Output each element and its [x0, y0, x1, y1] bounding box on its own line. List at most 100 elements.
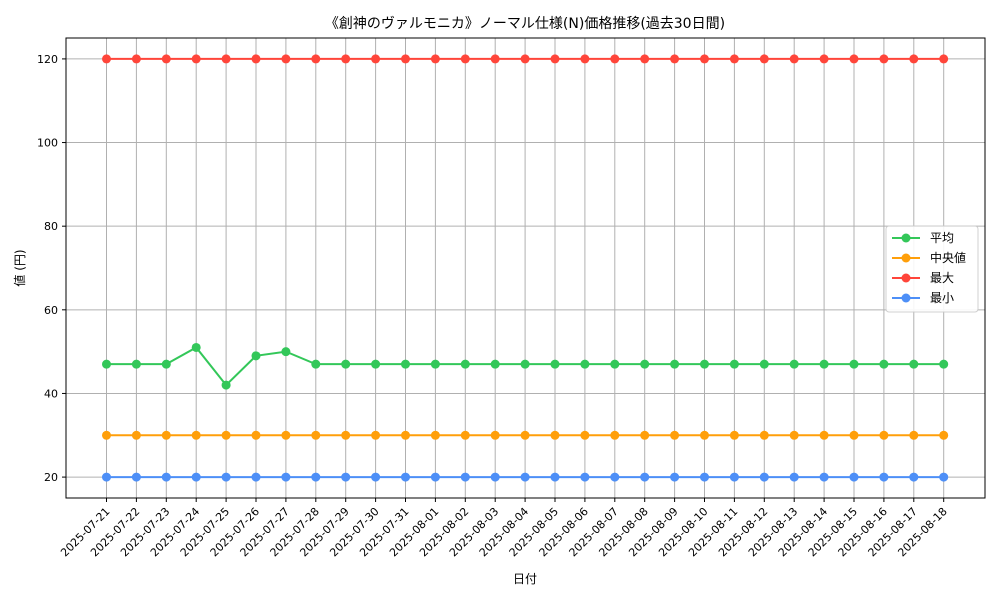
data-point — [580, 472, 590, 482]
data-point — [490, 430, 500, 440]
data-point — [281, 430, 291, 440]
data-point — [849, 472, 859, 482]
data-point — [879, 54, 889, 64]
data-point — [909, 430, 919, 440]
data-point — [161, 430, 171, 440]
data-point — [939, 430, 949, 440]
data-point — [789, 472, 799, 482]
data-point — [490, 472, 500, 482]
data-point — [102, 430, 111, 440]
data-point — [341, 359, 351, 369]
data-point — [610, 430, 620, 440]
y-tick-label: 40 — [44, 387, 58, 400]
data-point — [161, 54, 171, 64]
data-point — [520, 472, 530, 482]
legend-label: 平均 — [930, 231, 954, 245]
data-point — [191, 472, 201, 482]
data-point — [251, 54, 261, 64]
data-point — [789, 430, 799, 440]
data-point — [161, 472, 171, 482]
data-point — [670, 472, 680, 482]
data-point — [640, 430, 650, 440]
data-point — [430, 359, 440, 369]
data-point — [729, 54, 739, 64]
data-point — [610, 359, 620, 369]
data-point — [311, 472, 321, 482]
data-point — [819, 430, 829, 440]
data-point — [729, 472, 739, 482]
data-point — [849, 54, 859, 64]
data-point — [490, 359, 500, 369]
data-point — [161, 359, 171, 369]
data-point — [401, 472, 410, 482]
data-point — [520, 359, 530, 369]
data-point — [819, 359, 829, 369]
data-point — [610, 54, 620, 64]
data-point — [221, 54, 231, 64]
chart-title: 《創神のヴァルモニカ》ノーマル仕様(N)価格推移(過去30日間) — [325, 15, 725, 32]
data-point — [789, 54, 799, 64]
data-point — [281, 54, 291, 64]
data-point — [640, 54, 650, 64]
data-point — [341, 472, 351, 482]
data-point — [759, 472, 769, 482]
y-tick-label: 20 — [44, 471, 58, 484]
data-point — [221, 430, 231, 440]
data-point — [430, 430, 440, 440]
data-point — [191, 342, 201, 352]
data-point — [131, 54, 141, 64]
legend-label: 最小 — [930, 291, 954, 305]
legend-marker — [901, 233, 911, 243]
plot-frame — [65, 37, 986, 499]
y-tick-label: 100 — [37, 137, 58, 150]
series-2 — [102, 54, 949, 64]
data-point — [909, 54, 919, 64]
legend-marker — [901, 273, 911, 283]
data-point — [460, 54, 470, 64]
series-3 — [102, 472, 949, 482]
data-point — [819, 54, 829, 64]
data-point — [311, 359, 321, 369]
data-point — [789, 359, 799, 369]
data-point — [939, 54, 949, 64]
data-point — [371, 359, 381, 369]
data-point — [879, 430, 889, 440]
data-point — [460, 472, 470, 482]
data-point — [131, 359, 141, 369]
data-point — [700, 54, 709, 64]
grid — [66, 38, 985, 498]
data-point — [430, 54, 440, 64]
axes: 2025-07-212025-07-222025-07-232025-07-24… — [37, 37, 986, 559]
series-layer — [102, 54, 949, 482]
legend-frame — [885, 225, 979, 313]
data-point — [251, 472, 261, 482]
data-point — [550, 430, 560, 440]
data-point — [341, 54, 351, 64]
data-point — [430, 472, 440, 482]
data-point — [371, 430, 381, 440]
data-point — [939, 359, 949, 369]
data-point — [191, 430, 201, 440]
legend-label: 最大 — [930, 271, 954, 285]
series-0 — [102, 342, 949, 390]
data-point — [759, 430, 769, 440]
data-point — [670, 430, 680, 440]
data-point — [640, 472, 650, 482]
data-point — [610, 472, 620, 482]
data-point — [580, 54, 590, 64]
data-point — [700, 472, 709, 482]
data-point — [281, 347, 291, 357]
data-point — [700, 430, 709, 440]
y-tick-label: 60 — [44, 304, 58, 317]
data-point — [281, 472, 291, 482]
data-point — [371, 54, 381, 64]
data-point — [909, 359, 919, 369]
data-point — [102, 54, 111, 64]
y-tick-label: 80 — [44, 220, 58, 233]
data-point — [670, 359, 680, 369]
data-point — [580, 430, 590, 440]
data-point — [251, 430, 261, 440]
data-point — [909, 472, 919, 482]
data-point — [700, 359, 709, 369]
